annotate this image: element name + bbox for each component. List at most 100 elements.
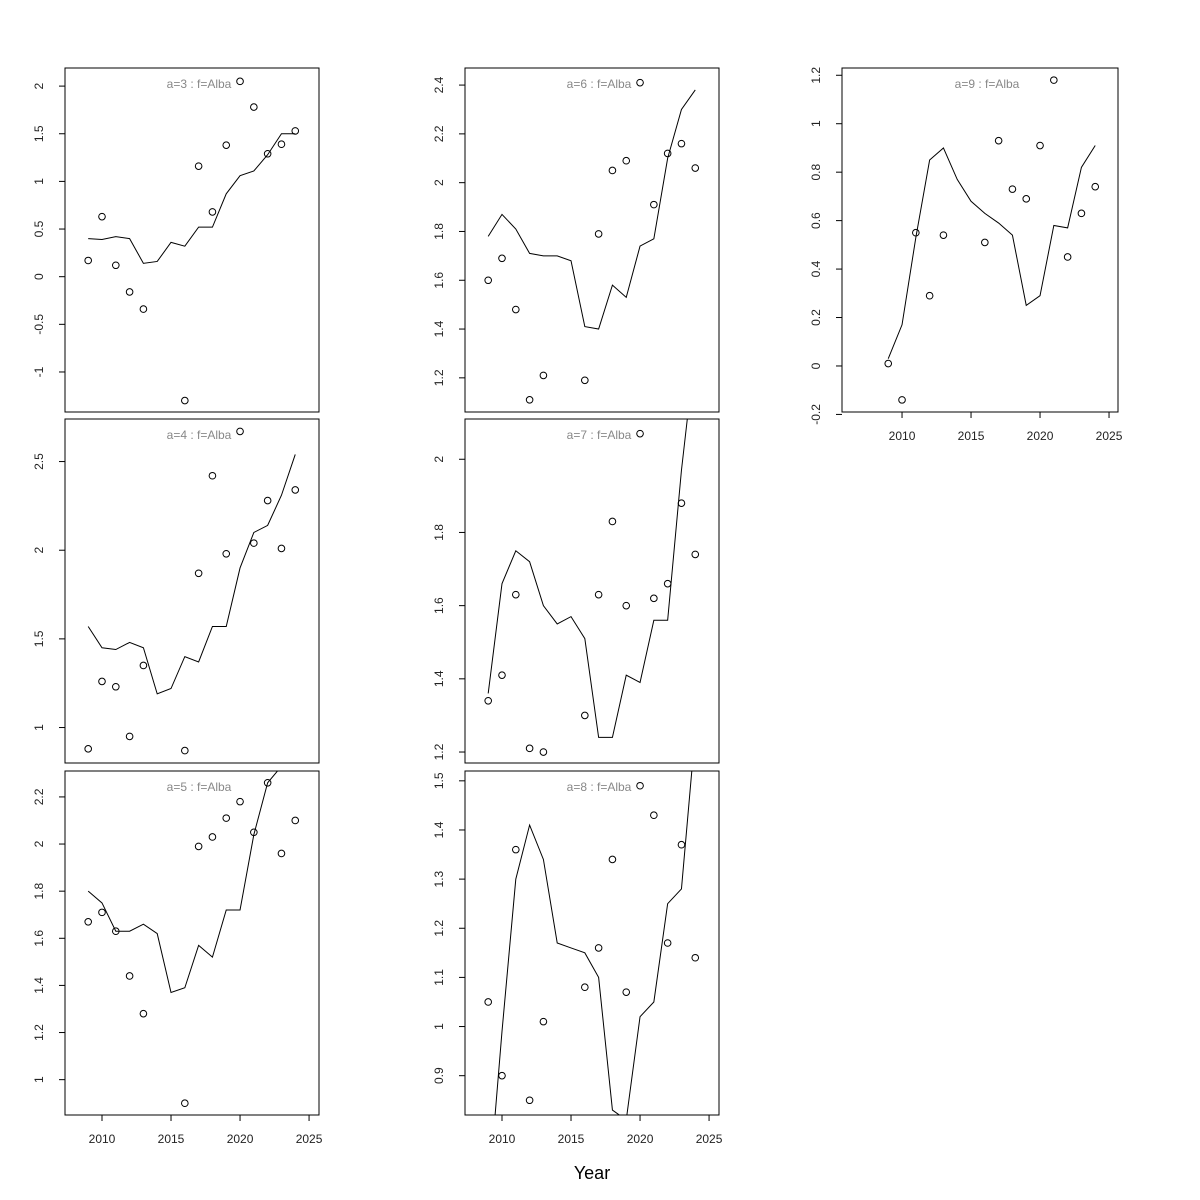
y-tick-label: 1.1 xyxy=(432,969,446,986)
observed-point xyxy=(484,696,492,705)
observed-point xyxy=(1063,253,1072,261)
y-tick-label: 1.3 xyxy=(432,870,446,887)
observed-point xyxy=(622,601,631,610)
observed-point xyxy=(525,744,534,753)
y-tick-label: 2 xyxy=(32,840,46,847)
observed-point xyxy=(181,396,189,405)
y-tick-label: 0.5 xyxy=(32,220,46,237)
observed-point xyxy=(263,778,272,787)
observed-point xyxy=(484,998,492,1006)
y-tick-label: 0.4 xyxy=(809,260,823,277)
y-tick-label: 0 xyxy=(809,362,823,369)
y-tick-label: 2.2 xyxy=(432,125,446,142)
observed-point xyxy=(84,745,92,753)
observed-point xyxy=(291,486,300,494)
observed-point xyxy=(84,917,92,926)
observed-point xyxy=(98,677,106,686)
observed-point xyxy=(981,238,989,247)
observed-point xyxy=(622,988,631,996)
observed-point xyxy=(208,833,217,841)
observed-point xyxy=(498,254,506,263)
x-tick-label: 2025 xyxy=(296,1132,323,1146)
observed-point xyxy=(1091,182,1100,191)
observed-point xyxy=(1022,195,1031,203)
y-tick-label: 2 xyxy=(432,456,446,463)
observed-point xyxy=(98,212,106,221)
observed-point xyxy=(125,288,134,296)
y-tick-label: 2 xyxy=(32,82,46,89)
observed-point xyxy=(1036,141,1044,150)
observed-point xyxy=(608,855,617,864)
y-tick-label: 1 xyxy=(32,178,46,185)
plot-frame xyxy=(464,418,720,764)
panel: -1 -0.5 0 0.5 1 1.5 2 a=3 : f=Alba xyxy=(32,67,320,413)
panel-title: a=9 : f=Alba xyxy=(955,77,1020,91)
x-tick-label: 2010 xyxy=(89,1132,116,1146)
observed-point xyxy=(925,291,934,300)
y-tick-label: 2.5 xyxy=(32,453,46,470)
observed-point xyxy=(594,590,603,599)
observed-point xyxy=(677,840,686,849)
y-tick-label: 1.6 xyxy=(432,272,446,289)
observed-point xyxy=(194,569,203,578)
fitted-line xyxy=(87,771,279,994)
observed-point xyxy=(594,230,603,238)
panel: 0.9 1 1.1 1.2 1.3 1.4 1.5 2010 2015 2020 2025 a=8 :… xyxy=(432,770,723,1183)
panel: 1 1.2 1.4 1.6 1.8 2 2.2 2010 2015 2020 2025 a=5 : f… xyxy=(32,770,323,1146)
observed-point xyxy=(125,972,134,980)
y-tick-label: 1 xyxy=(32,724,46,731)
observed-point xyxy=(539,371,548,380)
observed-point xyxy=(263,149,272,158)
y-tick-label: 0 xyxy=(32,273,46,280)
y-tick-label: -1 xyxy=(32,366,46,377)
plot-frame xyxy=(64,418,320,764)
panel-title: a=6 : f=Alba xyxy=(567,77,632,91)
observed-point xyxy=(112,682,120,691)
y-tick-label: 1.5 xyxy=(32,125,46,142)
y-tick-label: 0.9 xyxy=(432,1067,446,1084)
y-tick-label: 1.5 xyxy=(432,772,446,789)
observed-point xyxy=(650,200,658,209)
observed-point xyxy=(112,261,120,270)
observed-point xyxy=(194,842,203,851)
plot-frame xyxy=(64,67,320,413)
observed-point xyxy=(277,849,286,858)
x-tick-label: 2015 xyxy=(558,1132,585,1146)
panel: -0.2 0 0.2 0.4 0.6 0.8 1 1.2 2010 2015 2020 2025 a=9… xyxy=(809,67,1123,443)
x-tick-label: 2020 xyxy=(227,1132,254,1146)
panel: 1.2 1.4 1.6 1.8 2 2.2 2.4 a=6 : f=Alba xyxy=(432,67,720,413)
observed-point xyxy=(208,208,217,216)
y-tick-label: 1.2 xyxy=(809,67,823,84)
observed-point xyxy=(222,141,231,149)
observed-point xyxy=(484,276,492,285)
observed-point xyxy=(1050,76,1058,84)
panel-title: a=4 : f=Alba xyxy=(167,428,232,442)
observed-point xyxy=(236,797,244,806)
observed-point xyxy=(525,396,534,404)
x-tick-label: 2010 xyxy=(889,429,916,443)
y-tick-label: 2 xyxy=(432,179,446,186)
observed-point xyxy=(691,953,700,962)
y-tick-label: 1.4 xyxy=(32,977,46,994)
y-tick-label: 1.6 xyxy=(32,930,46,947)
y-tick-label: 1.6 xyxy=(432,597,446,614)
observed-point xyxy=(250,103,258,111)
observed-point xyxy=(581,983,589,992)
observed-point xyxy=(608,517,617,526)
observed-point xyxy=(677,499,686,507)
observed-point xyxy=(622,156,631,165)
panel: 1.2 1.4 1.6 1.8 2 a=7 : f=Alba xyxy=(432,418,720,764)
panel-title: a=7 : f=Alba xyxy=(567,428,632,442)
y-tick-label: 1.2 xyxy=(432,920,446,937)
observed-point xyxy=(194,162,203,170)
observed-point xyxy=(581,376,589,385)
observed-point xyxy=(139,305,148,313)
observed-point xyxy=(181,746,189,755)
panel-title: a=8 : f=Alba xyxy=(567,780,632,794)
observed-point xyxy=(663,939,672,947)
x-axis-title: Year xyxy=(574,1163,610,1183)
x-tick-label: 2015 xyxy=(958,429,985,443)
fitted-line xyxy=(887,145,1096,359)
y-tick-label: 2.4 xyxy=(432,76,446,93)
